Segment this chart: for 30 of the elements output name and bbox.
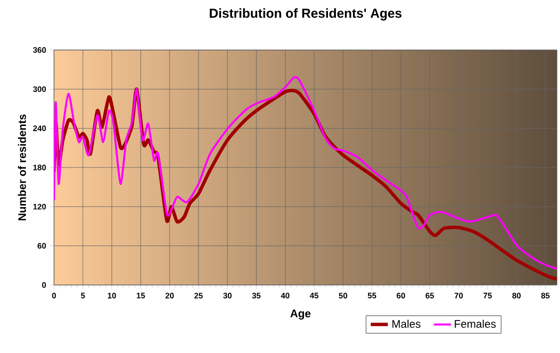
x-tick-label: 85: [541, 292, 550, 298]
x-axis-title: Age: [290, 310, 310, 320]
y-tick-label: 120: [33, 204, 46, 210]
x-tick-label: 0: [52, 292, 56, 298]
y-tick-label: 180: [33, 164, 46, 170]
x-tick-label: 25: [194, 292, 203, 298]
x-tick-label: 70: [454, 292, 463, 298]
y-tick-label: 360: [33, 47, 46, 53]
y-tick-label: 60: [38, 242, 46, 249]
legend-label: Females: [454, 320, 496, 328]
x-tick-label: 5: [80, 292, 85, 298]
y-tick-label: 240: [33, 125, 46, 132]
x-tick-label: 35: [252, 292, 261, 298]
y-tick-label: 300: [33, 86, 46, 92]
x-tick-label: 65: [426, 292, 434, 298]
x-tick-label: 10: [108, 292, 116, 298]
x-tick-label: 20: [165, 292, 174, 298]
x-tick-label: 30: [223, 292, 232, 298]
x-tick-label: 75: [484, 292, 492, 298]
x-tick-label: 50: [338, 292, 348, 298]
y-tick-label: 0: [42, 282, 46, 288]
x-tick-label: 40: [280, 292, 290, 298]
y-axis-title: Number of residents: [18, 114, 26, 220]
chart-title: Distribution of Residents' Ages: [210, 8, 402, 20]
x-tick-label: 45: [310, 292, 318, 298]
x-tick-label: 60: [396, 292, 406, 298]
x-tick-label: 15: [136, 292, 145, 298]
x-tick-label: 80: [512, 292, 521, 298]
x-tick-label: 55: [368, 292, 376, 298]
legend-label: Males: [392, 320, 420, 328]
